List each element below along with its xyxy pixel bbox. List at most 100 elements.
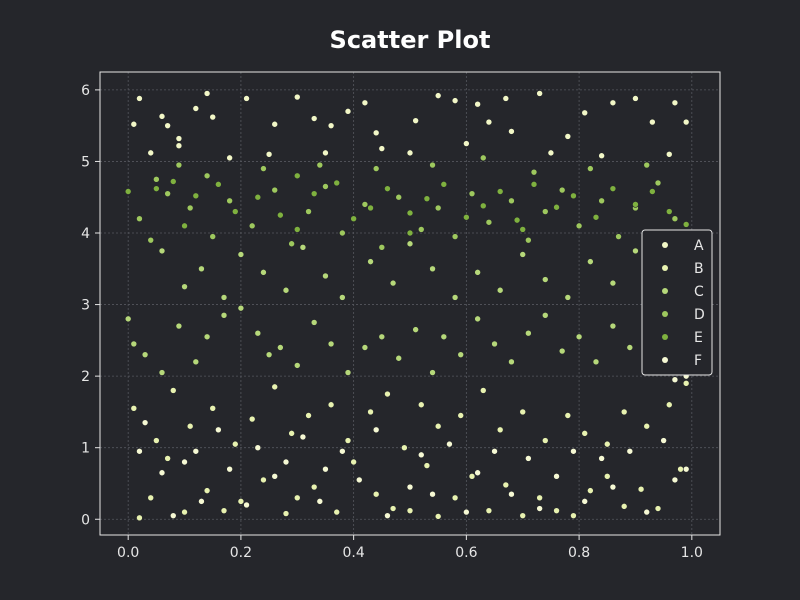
data-point-f	[671, 476, 679, 484]
data-point-e	[479, 202, 487, 210]
data-point-f	[491, 447, 498, 455]
data-point-c	[564, 294, 572, 301]
data-point-e	[682, 221, 690, 228]
data-point-f	[581, 498, 589, 505]
data-point-e	[277, 211, 284, 219]
legend-marker-f	[662, 357, 668, 363]
data-point-c	[440, 333, 448, 341]
data-point-b	[434, 422, 442, 430]
data-point-e	[384, 185, 391, 192]
data-point-c	[451, 294, 459, 301]
data-point-b	[203, 487, 211, 494]
data-point-c	[609, 322, 617, 330]
data-point-a	[682, 118, 690, 126]
data-point-b	[288, 430, 295, 437]
data-point-e	[153, 185, 160, 192]
data-point-b	[186, 422, 194, 430]
data-point-d	[429, 161, 436, 169]
data-point-d	[378, 244, 386, 251]
data-point-b	[305, 412, 312, 419]
data-point-a	[147, 149, 155, 157]
data-point-a	[175, 142, 183, 150]
data-point-f	[609, 483, 617, 491]
data-point-b	[541, 437, 549, 444]
data-point-c	[558, 347, 566, 355]
y-tick-label: 5	[81, 154, 90, 170]
data-point-d	[372, 165, 380, 172]
data-point-c	[299, 244, 307, 251]
series-d	[136, 154, 679, 251]
data-point-c	[496, 286, 504, 294]
data-point-f	[181, 458, 188, 466]
data-point-a	[536, 90, 543, 97]
legend-marker-d	[662, 311, 668, 317]
data-point-b	[344, 437, 352, 444]
data-point-d	[395, 193, 403, 201]
data-point-a	[649, 118, 656, 126]
data-point-b	[603, 473, 611, 480]
y-tick-label: 3	[81, 298, 90, 314]
data-point-f	[322, 465, 329, 473]
data-point-d	[598, 197, 605, 205]
data-point-e	[570, 192, 577, 200]
legend-label-d: D	[694, 307, 705, 323]
data-point-b	[519, 512, 527, 519]
data-point-e	[215, 181, 222, 188]
x-tick-label: 1.0	[681, 545, 703, 561]
legend-label-a: A	[694, 238, 704, 254]
data-point-b	[164, 455, 171, 462]
data-point-b	[536, 494, 543, 502]
y-tick-label: 4	[81, 226, 90, 242]
data-point-a	[164, 122, 171, 129]
data-point-e	[496, 188, 504, 195]
data-point-c	[367, 258, 374, 265]
data-point-a	[632, 95, 639, 102]
data-point-c	[282, 286, 290, 294]
data-point-d	[530, 168, 538, 176]
data-point-d	[468, 190, 476, 197]
data-point-f	[553, 473, 560, 480]
x-tick-label: 0.0	[117, 545, 139, 561]
data-point-d	[525, 236, 532, 244]
data-point-e	[592, 213, 600, 221]
data-point-f	[226, 465, 233, 473]
data-point-b	[310, 483, 318, 491]
data-point-e	[632, 201, 639, 208]
data-point-c	[541, 312, 549, 319]
data-point-c	[474, 315, 481, 323]
data-point-c	[277, 344, 284, 351]
data-point-e	[367, 204, 374, 212]
data-point-c	[293, 362, 301, 369]
data-point-d	[479, 154, 487, 162]
data-point-e	[192, 192, 200, 200]
data-point-d	[417, 226, 425, 233]
data-point-e	[254, 193, 262, 201]
series-e	[124, 172, 690, 237]
series-b	[130, 379, 690, 522]
data-point-a	[175, 135, 183, 142]
data-point-d	[451, 233, 459, 240]
data-point-e	[406, 209, 414, 217]
data-point-c	[141, 351, 149, 358]
data-point-f	[536, 505, 543, 512]
data-point-c	[429, 369, 436, 376]
data-point-d	[508, 197, 515, 205]
data-point-a	[372, 129, 380, 137]
data-point-e	[350, 215, 357, 223]
data-point-f	[598, 455, 605, 462]
series-f	[136, 372, 690, 519]
data-point-f	[282, 458, 290, 466]
data-point-f	[508, 490, 515, 498]
data-point-e	[609, 185, 617, 192]
data-point-c	[474, 269, 481, 276]
data-point-a	[322, 149, 329, 157]
data-point-b	[153, 437, 160, 444]
data-point-e	[513, 216, 521, 224]
data-point-b	[350, 458, 357, 466]
data-point-d	[136, 215, 143, 223]
data-point-d	[147, 236, 155, 244]
data-point-c	[220, 312, 228, 319]
data-point-a	[136, 95, 143, 102]
data-point-f	[316, 498, 324, 505]
data-point-b	[581, 430, 589, 437]
